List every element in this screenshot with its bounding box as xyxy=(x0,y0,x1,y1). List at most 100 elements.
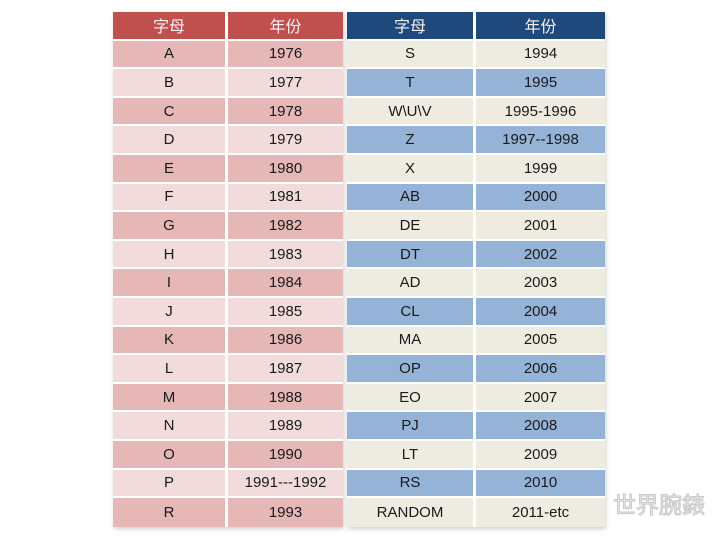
year-cell: 1990 xyxy=(225,440,343,470)
year-cell: 2006 xyxy=(473,355,605,384)
letter-cell: LT xyxy=(347,440,473,470)
table-row: E 1980 xyxy=(113,154,343,184)
year-cell: 2008 xyxy=(473,412,605,441)
table-row: L 1987 xyxy=(113,355,343,384)
letter-cell: RANDOM xyxy=(347,498,473,527)
table-row: W\U\V 1995-1996 xyxy=(347,97,605,127)
header-row: 字母 年份 xyxy=(347,12,605,41)
table-row: AB 2000 xyxy=(347,183,605,213)
letter-cell: T xyxy=(347,69,473,98)
year-cell: 1976 xyxy=(225,40,343,70)
letter-cell: O xyxy=(113,440,225,470)
letter-column-header: 字母 xyxy=(347,12,473,41)
table-row: F 1981 xyxy=(113,183,343,213)
letter-cell: S xyxy=(347,40,473,70)
table-row: A 1976 xyxy=(113,40,343,70)
table-row: DE 2001 xyxy=(347,212,605,241)
year-cell: 1977 xyxy=(225,69,343,98)
letter-cell: A xyxy=(113,40,225,70)
table-row: H 1983 xyxy=(113,240,343,270)
table-body: A 1976 B 1977 C 1978 D 1979 E 1980 F 1981 G 1982 H 1983… xyxy=(113,40,343,527)
year-cell: 2002 xyxy=(473,240,605,270)
table-row: K 1986 xyxy=(113,326,343,356)
year-cell: 2005 xyxy=(473,326,605,356)
table-header: 字母 年份 xyxy=(347,12,605,41)
table-row: R 1993 xyxy=(113,498,343,527)
year-cell: 1981 xyxy=(225,183,343,213)
letter-cell: G xyxy=(113,212,225,241)
letter-cell: P xyxy=(113,469,225,499)
table-row: O 1990 xyxy=(113,440,343,470)
letter-cell: M xyxy=(113,383,225,413)
table-body: S 1994 T 1995 W\U\V 1995-1996 Z 1997--1998 X 1999… xyxy=(347,40,605,527)
letter-cell: Z xyxy=(347,126,473,155)
letter-cell: I xyxy=(113,269,225,298)
year-cell: 1994 xyxy=(473,40,605,70)
table-row: X 1999 xyxy=(347,154,605,184)
year-cell: 1982 xyxy=(225,212,343,241)
letter-cell: C xyxy=(113,97,225,127)
table-row: P 1991---1992 xyxy=(113,469,343,499)
letter-cell: AB xyxy=(347,183,473,213)
year-cell: 1986 xyxy=(225,326,343,356)
year-cell: 1995 xyxy=(473,69,605,98)
letter-cell: DE xyxy=(347,212,473,241)
letter-cell: J xyxy=(113,297,225,327)
year-cell: 2010 xyxy=(473,469,605,499)
table-row: M 1988 xyxy=(113,383,343,413)
year-cell: 1984 xyxy=(225,269,343,298)
year-cell: 1987 xyxy=(225,355,343,384)
year-cell: 1978 xyxy=(225,97,343,127)
table-row: C 1978 xyxy=(113,97,343,127)
year-cell: 1980 xyxy=(225,154,343,184)
table-row: PJ 2008 xyxy=(347,412,605,441)
table-row: D 1979 xyxy=(113,126,343,155)
year-cell: 2004 xyxy=(473,297,605,327)
letter-cell: N xyxy=(113,412,225,441)
table-header: 字母 年份 xyxy=(113,12,343,41)
table-row: Z 1997--1998 xyxy=(347,126,605,155)
letter-cell: B xyxy=(113,69,225,98)
table-row: DT 2002 xyxy=(347,240,605,270)
table-row: MA 2005 xyxy=(347,326,605,356)
year-cell: 1985 xyxy=(225,297,343,327)
year-cell: 2001 xyxy=(473,212,605,241)
year-cell: 2007 xyxy=(473,383,605,413)
letter-column-header: 字母 xyxy=(113,12,225,41)
letter-cell: OP xyxy=(347,355,473,384)
year-cell: 1989 xyxy=(225,412,343,441)
letter-cell: L xyxy=(113,355,225,384)
year-column-header: 年份 xyxy=(473,12,605,41)
year-cell: 2011-etc xyxy=(473,498,605,527)
year-cell: 2000 xyxy=(473,183,605,213)
table-row: CL 2004 xyxy=(347,297,605,327)
table-row: S 1994 xyxy=(347,40,605,70)
year-cell: 1997--1998 xyxy=(473,126,605,155)
letter-year-table-left: 字母 年份 A 1976 B 1977 C 1978 D 1979 E 1980 F 1981 G 198… xyxy=(113,12,343,527)
table-row: J 1985 xyxy=(113,297,343,327)
letter-year-table-right: 字母 年份 S 1994 T 1995 W\U\V 1995-1996 Z 1997--199… xyxy=(347,12,605,527)
year-cell: 2003 xyxy=(473,269,605,298)
header-row: 字母 年份 xyxy=(113,12,343,41)
table-row: RS 2010 xyxy=(347,469,605,499)
year-cell: 1983 xyxy=(225,240,343,270)
table-row: I 1984 xyxy=(113,269,343,298)
table-row: RANDOM 2011-etc xyxy=(347,498,605,527)
year-cell: 1979 xyxy=(225,126,343,155)
table-row: T 1995 xyxy=(347,69,605,98)
letter-cell: AD xyxy=(347,269,473,298)
letter-cell: CL xyxy=(347,297,473,327)
letter-cell: E xyxy=(113,154,225,184)
year-cell: 1999 xyxy=(473,154,605,184)
table-row: LT 2009 xyxy=(347,440,605,470)
letter-cell: EO xyxy=(347,383,473,413)
letter-cell: F xyxy=(113,183,225,213)
letter-cell: D xyxy=(113,126,225,155)
table-row: G 1982 xyxy=(113,212,343,241)
year-cell: 2009 xyxy=(473,440,605,470)
year-cell: 1993 xyxy=(225,498,343,527)
letter-cell: RS xyxy=(347,469,473,499)
letter-cell: H xyxy=(113,240,225,270)
letter-cell: PJ xyxy=(347,412,473,441)
